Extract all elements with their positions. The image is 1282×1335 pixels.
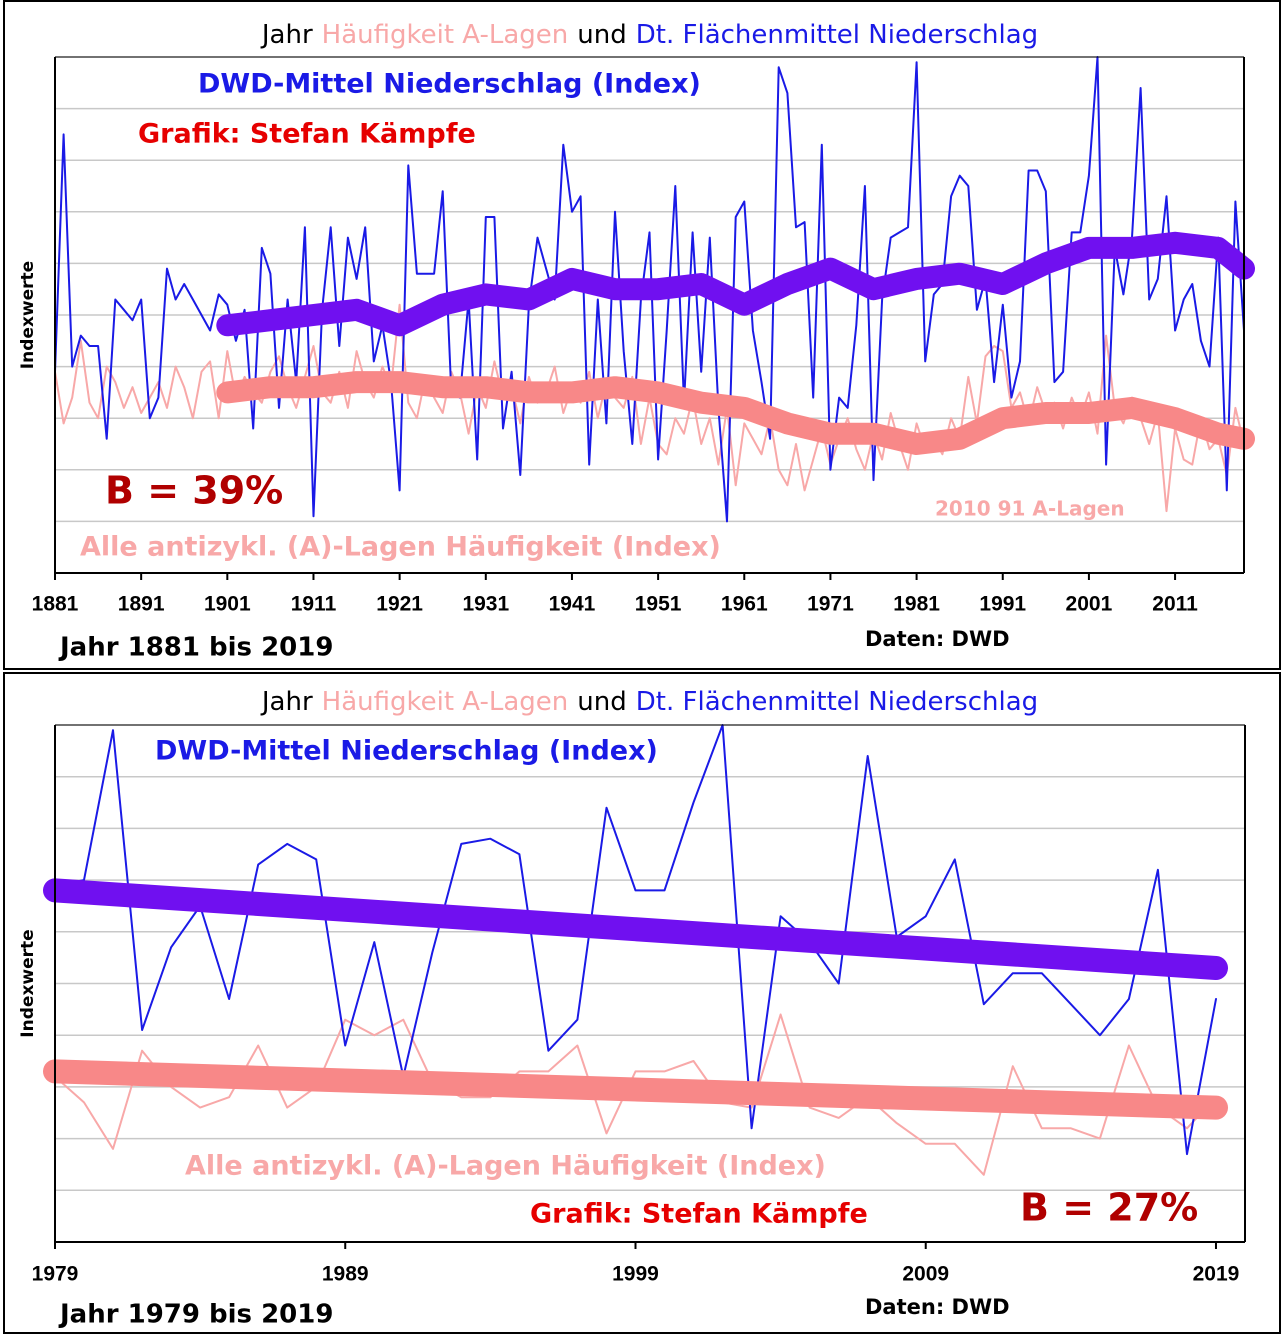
trend-line — [216, 231, 1255, 337]
x-tick-label: 1911 — [291, 593, 337, 616]
trend-line — [43, 1059, 1228, 1120]
x-tick-label: 1921 — [376, 593, 423, 616]
annotation: DWD-Mittel Niederschlag (Index) — [155, 736, 658, 767]
x-tick-label: 1891 — [118, 593, 165, 616]
title-part: und — [577, 20, 626, 50]
chart-title: Jahr Häufigkeit A-Lagen und Dt. Flächenmitt… — [260, 20, 1038, 50]
x-tick-label: 1989 — [322, 1263, 369, 1286]
x-tick-label: 1981 — [893, 593, 940, 616]
annotation: Alle antizykl. (A)-Lagen Häufigkeit (Ind… — [80, 532, 721, 563]
annotation: 2010 91 A-Lagen — [935, 497, 1125, 521]
annotation: Jahr 1979 bis 2019 — [58, 1300, 333, 1330]
title-part: Jahr — [260, 687, 313, 717]
y-axis-label: Indexwerte — [18, 261, 38, 369]
x-tick-label: 1999 — [612, 1263, 659, 1286]
trend-line — [43, 878, 1228, 980]
x-tick-label: 1971 — [807, 593, 854, 616]
x-tick-label: 1931 — [462, 593, 509, 616]
title-part: Häufigkeit A-Lagen — [322, 687, 569, 717]
title-part: und — [577, 687, 626, 717]
title-part: Jahr — [260, 20, 313, 50]
annotation: Grafik: Stefan Kämpfe — [530, 1199, 868, 1230]
annotation: Daten: DWD — [865, 1295, 1010, 1319]
x-tick-label: 1979 — [32, 1263, 79, 1286]
annotation: Daten: DWD — [865, 627, 1010, 651]
chart-frame — [3, 672, 1281, 1334]
chart-title: Jahr Häufigkeit A-Lagen und Dt. Flächenmitt… — [260, 687, 1038, 717]
x-tick-label: 1941 — [549, 593, 596, 616]
annotation: B = 27% — [1020, 1186, 1198, 1230]
annotation: DWD-Mittel Niederschlag (Index) — [198, 69, 701, 100]
x-tick-label: 1881 — [32, 593, 79, 616]
trend-line — [216, 371, 1255, 455]
data-line — [54, 56, 1245, 523]
title-part: Dt. Flächenmittel Niederschlag — [636, 687, 1038, 717]
annotation: Alle antizykl. (A)-Lagen Häufigkeit (Ind… — [185, 1151, 826, 1182]
title-part: Dt. Flächenmittel Niederschlag — [636, 20, 1038, 50]
annotation: Jahr 1881 bis 2019 — [58, 633, 333, 663]
chart-frame — [3, 0, 1281, 670]
x-tick-label: 1901 — [204, 593, 251, 616]
x-tick-label: 1991 — [979, 593, 1026, 616]
y-axis-label: Indexwerte — [18, 929, 38, 1037]
title-part: Häufigkeit A-Lagen — [322, 20, 569, 50]
x-tick-label: 2009 — [902, 1263, 949, 1286]
annotation: B = 39% — [105, 469, 283, 513]
x-tick-label: 1961 — [721, 593, 768, 616]
x-tick-label: 1951 — [635, 593, 682, 616]
annotation: Grafik: Stefan Kämpfe — [138, 119, 476, 150]
data-line — [54, 1013, 1217, 1176]
x-tick-label: 2011 — [1152, 593, 1198, 616]
x-tick-label: 2001 — [1066, 593, 1113, 616]
x-tick-label: 2019 — [1193, 1263, 1240, 1286]
